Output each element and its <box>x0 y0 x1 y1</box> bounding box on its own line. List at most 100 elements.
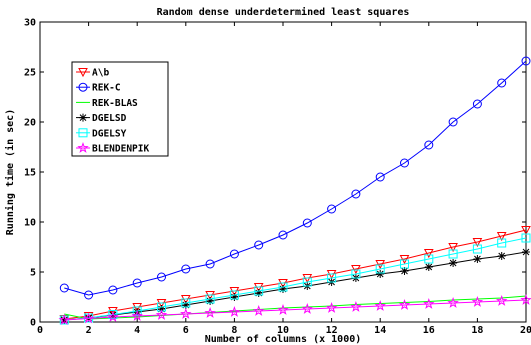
data-point <box>131 309 143 321</box>
series-group <box>59 56 531 300</box>
data-point <box>181 264 191 274</box>
data-point <box>82 312 95 324</box>
data-point <box>471 295 484 307</box>
data-point <box>447 296 459 308</box>
data-point <box>522 248 530 256</box>
legend-label: REK-BLAS <box>92 98 138 109</box>
data-point <box>107 310 119 322</box>
legend-label: REK-C <box>92 83 121 94</box>
legend-marker <box>78 128 88 138</box>
y-tick-label: 20 <box>24 118 36 129</box>
series-layer <box>58 56 531 325</box>
data-point <box>228 305 241 317</box>
data-point <box>400 158 409 168</box>
data-point <box>132 306 142 316</box>
data-point <box>472 238 483 248</box>
data-point <box>449 259 458 267</box>
data-point <box>398 298 411 310</box>
x-tick-label: 16 <box>423 325 435 336</box>
data-point <box>448 249 458 259</box>
data-point <box>351 269 361 279</box>
data-point <box>520 293 531 305</box>
data-point <box>254 240 264 250</box>
data-point <box>497 78 507 88</box>
data-point <box>205 294 215 304</box>
data-point <box>108 307 118 317</box>
data-point <box>495 294 508 306</box>
data-point <box>229 290 239 300</box>
data-point <box>132 278 142 288</box>
data-point <box>521 233 531 243</box>
y-tick-label: 30 <box>24 18 36 29</box>
y-tick-label: 5 <box>30 268 36 279</box>
data-point <box>423 297 435 309</box>
data-point <box>230 293 239 301</box>
data-point <box>205 259 215 269</box>
legend-marker <box>78 68 88 78</box>
data-point <box>448 117 458 127</box>
data-point <box>374 299 386 311</box>
data-point <box>278 230 288 240</box>
data-point <box>327 273 337 283</box>
x-tick-label: 14 <box>374 325 386 336</box>
x-tick-label: 8 <box>231 325 237 336</box>
data-point <box>400 267 409 275</box>
legend: A\b REK-C REK-BLAS DGELSD DGELSY BLENDENPIK <box>71 61 169 157</box>
data-point <box>301 302 314 314</box>
data-point <box>108 285 118 295</box>
legend-label: DGELSY <box>92 128 127 139</box>
data-point <box>497 252 506 260</box>
series-group <box>60 248 530 324</box>
legend-label: A\b <box>92 68 109 79</box>
data-point <box>521 56 531 66</box>
series-group <box>58 293 531 325</box>
data-point <box>302 277 312 287</box>
data-point <box>181 298 191 308</box>
series-group <box>59 233 531 325</box>
data-point <box>157 272 166 282</box>
data-point <box>155 308 168 320</box>
x-tick-label: 4 <box>134 325 140 336</box>
data-point <box>472 99 482 109</box>
data-point <box>84 290 94 300</box>
legend-label: DGELSD <box>92 113 127 124</box>
data-point <box>399 255 410 265</box>
x-tick-label: 20 <box>520 325 531 336</box>
chart-title: Random dense underdetermined least squar… <box>157 6 410 18</box>
data-point <box>424 263 433 271</box>
y-axis-label: Running time (in sec) <box>4 109 16 235</box>
data-point <box>423 249 434 259</box>
series-line <box>64 295 527 320</box>
x-axis-label: Number of columns (x 1000) <box>205 334 362 345</box>
data-point <box>58 313 71 325</box>
legend-box <box>71 61 169 157</box>
x-tick-label: 10 <box>277 325 289 336</box>
y-tick-label: 15 <box>24 168 36 179</box>
data-point <box>59 283 69 293</box>
data-point <box>204 306 216 318</box>
y-tick-label: 25 <box>24 68 36 79</box>
series-group <box>64 295 527 320</box>
data-point <box>229 249 239 259</box>
data-point <box>497 238 507 248</box>
data-point <box>521 226 531 236</box>
axis-ticks: 0 2 4 6 8 10 12 14 16 18 20 0 5 10 15 20 25 30 <box>24 18 531 337</box>
data-point <box>472 244 482 254</box>
data-point <box>375 260 386 270</box>
data-point <box>325 301 338 313</box>
data-point <box>206 297 215 305</box>
data-point <box>327 204 337 214</box>
data-point <box>424 254 434 264</box>
data-point <box>376 270 385 278</box>
data-point <box>400 259 409 269</box>
data-point <box>375 264 385 274</box>
legend-marker <box>77 141 89 153</box>
x-tick-label: 12 <box>326 325 338 336</box>
data-point <box>254 289 263 297</box>
data-point <box>278 282 288 292</box>
data-point <box>424 140 434 150</box>
data-point <box>181 301 190 309</box>
data-point <box>279 285 287 293</box>
y-tick-label: 10 <box>24 218 36 229</box>
